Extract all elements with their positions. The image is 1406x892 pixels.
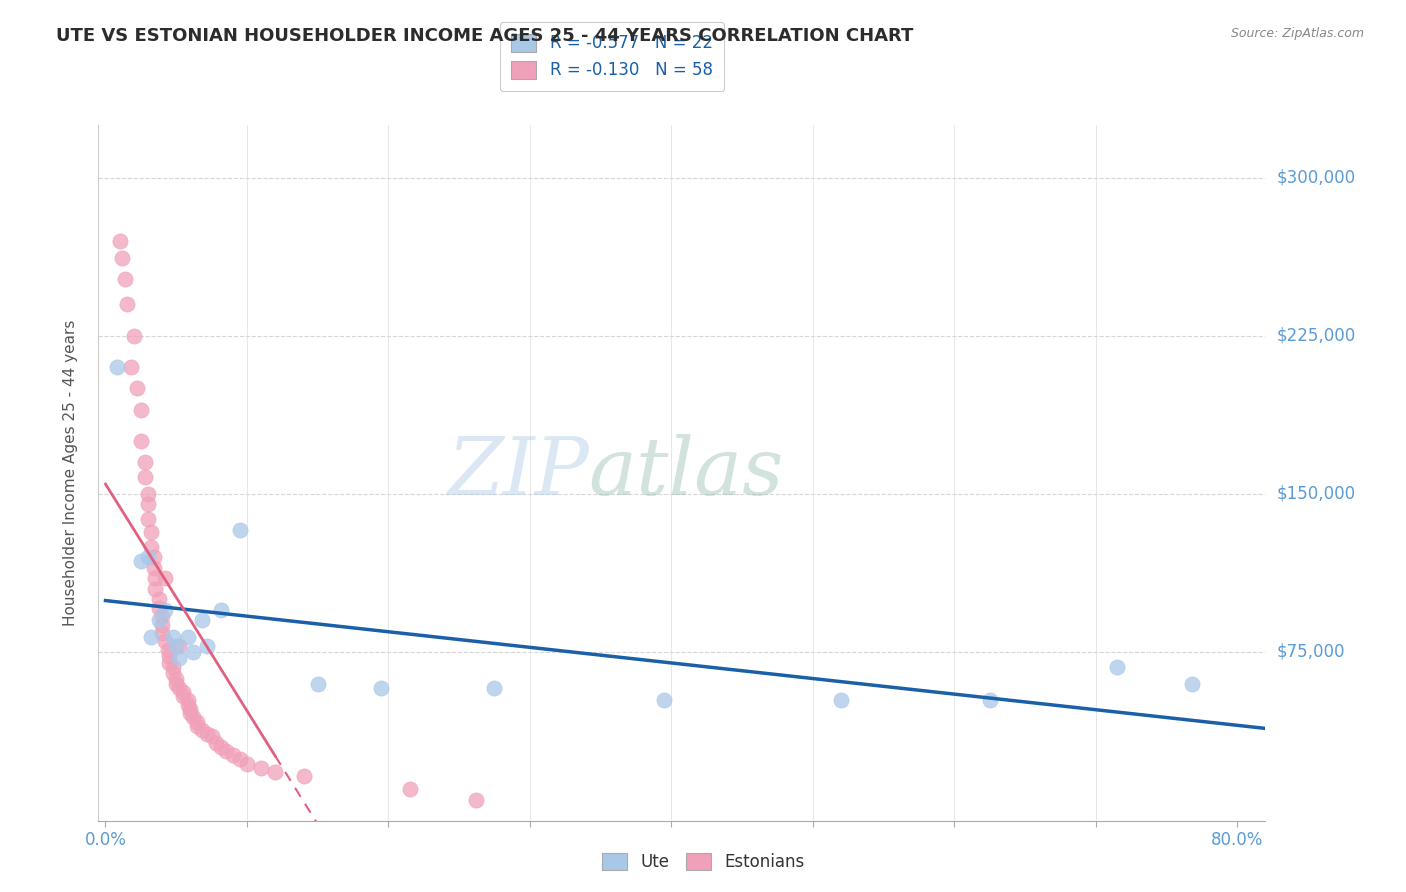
Point bbox=[150, 617, 173, 632]
Point bbox=[830, 693, 852, 707]
Point bbox=[162, 630, 184, 644]
Point bbox=[264, 765, 287, 780]
Point bbox=[215, 744, 238, 758]
Point bbox=[139, 524, 162, 539]
Point bbox=[148, 600, 170, 615]
Point bbox=[142, 550, 165, 565]
Point bbox=[139, 630, 162, 644]
Point bbox=[181, 645, 204, 659]
Point bbox=[167, 651, 190, 665]
Point bbox=[139, 540, 162, 554]
Point bbox=[1181, 676, 1204, 690]
Point bbox=[156, 643, 179, 657]
Point bbox=[129, 402, 152, 417]
Point bbox=[179, 706, 201, 720]
Point bbox=[292, 769, 315, 783]
Point bbox=[176, 630, 198, 644]
Point bbox=[125, 381, 148, 395]
Legend: R = -0.577   N = 22, R = -0.130   N = 58: R = -0.577 N = 22, R = -0.130 N = 58 bbox=[499, 22, 724, 91]
Point bbox=[979, 693, 1001, 707]
Text: UTE VS ESTONIAN HOUSEHOLDER INCOME AGES 25 - 44 YEARS CORRELATION CHART: UTE VS ESTONIAN HOUSEHOLDER INCOME AGES … bbox=[56, 27, 914, 45]
Point bbox=[172, 685, 194, 699]
Point bbox=[115, 297, 138, 311]
Point bbox=[136, 497, 159, 511]
Point bbox=[236, 756, 259, 771]
Point bbox=[465, 792, 488, 806]
Legend: Ute, Estonians: Ute, Estonians bbox=[593, 845, 813, 880]
Point bbox=[211, 739, 233, 754]
Point bbox=[250, 761, 273, 775]
Point bbox=[157, 649, 180, 664]
Point bbox=[307, 676, 329, 690]
Point bbox=[120, 360, 142, 375]
Point bbox=[114, 272, 136, 286]
Text: ZIP: ZIP bbox=[447, 434, 589, 511]
Point bbox=[200, 729, 222, 743]
Point bbox=[181, 710, 204, 724]
Point bbox=[143, 582, 166, 596]
Point bbox=[108, 234, 131, 248]
Point bbox=[129, 554, 152, 568]
Point bbox=[229, 752, 252, 766]
Point bbox=[165, 639, 187, 653]
Point bbox=[143, 571, 166, 585]
Point bbox=[162, 666, 184, 681]
Point bbox=[176, 698, 198, 712]
Point bbox=[134, 470, 156, 484]
Text: $75,000: $75,000 bbox=[1277, 643, 1346, 661]
Text: $225,000: $225,000 bbox=[1277, 326, 1355, 344]
Point bbox=[148, 592, 170, 607]
Point bbox=[205, 736, 228, 750]
Point bbox=[111, 251, 134, 265]
Y-axis label: Householder Income Ages 25 - 44 years: Householder Income Ages 25 - 44 years bbox=[63, 319, 77, 626]
Point bbox=[167, 681, 190, 695]
Point bbox=[122, 328, 145, 343]
Point bbox=[142, 560, 165, 574]
Point bbox=[167, 639, 190, 653]
Point bbox=[148, 613, 170, 627]
Point bbox=[136, 512, 159, 526]
Point bbox=[134, 455, 156, 469]
Point bbox=[172, 690, 194, 704]
Point bbox=[186, 714, 208, 729]
Text: $300,000: $300,000 bbox=[1277, 169, 1355, 186]
Point bbox=[195, 727, 218, 741]
Point bbox=[229, 523, 252, 537]
Point bbox=[150, 609, 173, 624]
Point bbox=[157, 656, 180, 670]
Point bbox=[370, 681, 392, 695]
Point bbox=[162, 659, 184, 673]
Point bbox=[129, 434, 152, 449]
Point bbox=[136, 550, 159, 565]
Point bbox=[484, 681, 506, 695]
Point bbox=[195, 639, 218, 653]
Point bbox=[222, 748, 245, 763]
Point bbox=[190, 723, 212, 737]
Point bbox=[186, 719, 208, 733]
Point bbox=[153, 634, 176, 648]
Point bbox=[398, 782, 420, 797]
Point bbox=[165, 673, 187, 687]
Point bbox=[105, 360, 128, 375]
Point bbox=[179, 702, 201, 716]
Point bbox=[1105, 659, 1128, 673]
Point bbox=[190, 613, 212, 627]
Text: $150,000: $150,000 bbox=[1277, 485, 1355, 503]
Point bbox=[150, 626, 173, 640]
Point bbox=[153, 603, 176, 617]
Point bbox=[136, 487, 159, 501]
Point bbox=[176, 693, 198, 707]
Point bbox=[153, 571, 176, 585]
Point bbox=[211, 603, 233, 617]
Text: atlas: atlas bbox=[589, 434, 785, 511]
Point bbox=[652, 693, 675, 707]
Text: Source: ZipAtlas.com: Source: ZipAtlas.com bbox=[1230, 27, 1364, 40]
Point bbox=[165, 676, 187, 690]
